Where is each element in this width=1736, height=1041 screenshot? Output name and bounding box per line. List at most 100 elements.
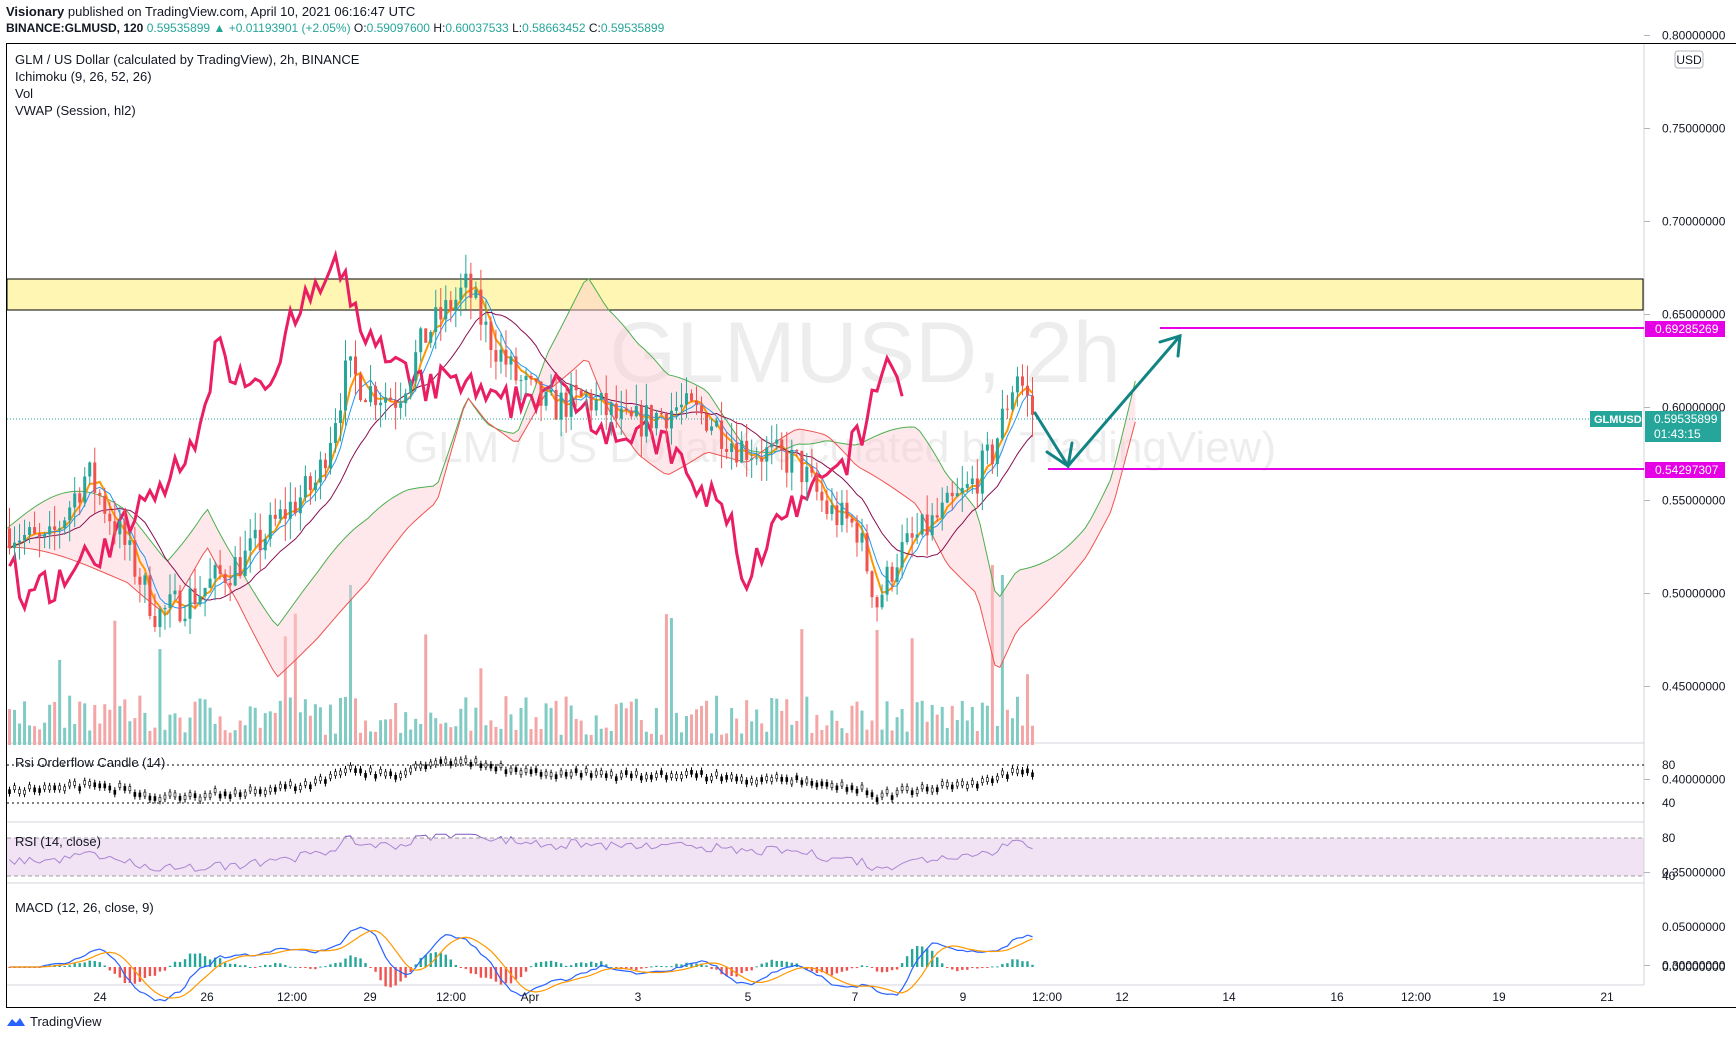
- macd-tick-label: 0.05000000: [1662, 920, 1726, 934]
- volume-bar: [1010, 718, 1014, 745]
- macd-histogram-bar: [559, 963, 563, 967]
- legend-macd[interactable]: MACD (12, 26, close, 9): [15, 900, 154, 915]
- volume-bar: [845, 733, 849, 745]
- low-value: 0.58663452: [522, 21, 586, 35]
- legend-vwap-text: VWAP (Session, hl2): [15, 103, 136, 118]
- rsi-orderflow-candle: [735, 776, 738, 782]
- volume-bar: [960, 700, 964, 745]
- candle-body: [725, 448, 729, 452]
- volume-bar: [494, 726, 498, 745]
- candle-body: [624, 408, 628, 411]
- volume-bar: [589, 734, 593, 745]
- candle-body: [639, 405, 643, 437]
- macd-histogram-bar: [304, 967, 307, 968]
- macd-histogram-bar: [213, 957, 217, 967]
- rsi-orderflow-candle: [665, 775, 668, 780]
- rsi-orderflow-candle: [138, 792, 142, 798]
- legend-rsi[interactable]: RSI (14, close): [15, 834, 101, 849]
- candle-body: [53, 526, 57, 530]
- volume-bar: [624, 708, 628, 745]
- rsi-orderflow-candle: [745, 779, 748, 785]
- rsi-orderflow-candle: [88, 781, 92, 786]
- macd-histogram-bar: [329, 964, 332, 967]
- chart-frame: [6, 43, 1736, 1008]
- rsi-orderflow-candle: [148, 795, 152, 801]
- legend-vol[interactable]: Vol: [15, 86, 33, 101]
- rsi-orderflow-candle: [504, 769, 508, 774]
- rsi-orderflow-candle: [650, 774, 653, 780]
- candle-body: [855, 522, 859, 543]
- macd-histogram-bar: [269, 965, 272, 967]
- time-tick-label: 19: [1492, 990, 1506, 1004]
- candle-body: [564, 392, 568, 417]
- candle-body: [399, 403, 403, 408]
- candle-body: [720, 420, 724, 449]
- macd-histogram-bar: [314, 967, 317, 970]
- macd-histogram-bar: [605, 964, 608, 967]
- legend-ichimoku[interactable]: Ichimoku (9, 26, 52, 26): [15, 69, 152, 84]
- candle-body: [865, 533, 869, 572]
- symbol-tag-label: GLMUSD: [1594, 414, 1642, 426]
- volume-bar: [910, 638, 914, 745]
- macd-histogram-bar: [569, 965, 573, 967]
- currency-badge[interactable]: [1674, 50, 1704, 69]
- volume-bar: [238, 720, 242, 745]
- volume-bar: [980, 702, 984, 745]
- candle-body: [43, 534, 47, 537]
- volume-bar: [389, 719, 393, 745]
- candle-body: [218, 565, 222, 574]
- macd-histogram-bar: [715, 967, 718, 970]
- candle-body: [1010, 392, 1014, 410]
- candle-body: [108, 513, 112, 522]
- volume-bar: [509, 714, 513, 745]
- candle-body: [333, 423, 337, 443]
- rsi-orderflow-candle: [604, 773, 608, 778]
- candle-body: [539, 381, 543, 406]
- volume-bar: [354, 698, 358, 745]
- footer-brand[interactable]: TradingView: [6, 1014, 102, 1029]
- macd-series: [8, 926, 1034, 1002]
- macd-histogram-bar: [289, 966, 292, 968]
- projection-arrow[interactable]: [1033, 333, 1182, 469]
- volume-bar: [985, 705, 989, 745]
- rsi-orderflow-candle: [464, 757, 468, 763]
- rsi-orderflow-candle: [429, 761, 433, 767]
- volume-bar: [303, 699, 307, 745]
- price-scale[interactable]: 0.950000000.900000000.850000000.80000000…: [1644, 0, 1726, 1041]
- candle-body: [439, 307, 443, 320]
- macd-histogram-bar: [740, 967, 743, 974]
- volume-bar: [940, 706, 944, 745]
- rsi-orderflow-candle: [960, 780, 964, 786]
- candle-body: [133, 540, 137, 577]
- volume-bar: [970, 706, 974, 745]
- rsi-orderflow-candle: [905, 786, 909, 791]
- macd-histogram-bar: [1006, 963, 1009, 967]
- rsi-orderflow-candle: [945, 782, 949, 787]
- rsi-orderflow-candle: [304, 780, 307, 786]
- candle-body: [303, 476, 307, 498]
- macd-histogram-bar: [73, 963, 76, 967]
- candle-body: [489, 321, 493, 351]
- rsi-orderflow-candle: [243, 791, 247, 797]
- rsi-orderflow-candle: [830, 783, 834, 788]
- legend-vwap[interactable]: VWAP (Session, hl2): [15, 103, 136, 118]
- volume-bar: [133, 718, 137, 745]
- symbol-tag: [1590, 411, 1642, 427]
- macd-histogram-bar: [1001, 964, 1004, 967]
- leading-span-b: [6, 359, 1136, 678]
- rsi-orderflow-candle: [434, 760, 438, 766]
- legend-macd-text: MACD (12, 26, close, 9): [15, 900, 154, 915]
- macd-histogram-bar: [996, 966, 999, 968]
- macd-histogram-bar: [951, 967, 954, 970]
- rsi-orderflow-candle: [329, 773, 332, 779]
- macd-histogram-bar: [860, 965, 864, 967]
- candle-body: [394, 400, 398, 408]
- resistance-zone[interactable]: [6, 278, 1644, 311]
- time-scale[interactable]: 24 26 12:00 29 12:00 Apr 3 5 7 9 12:00 12 14 16 12:00 1…: [93, 990, 1614, 1004]
- candle-body: [338, 410, 342, 424]
- volume-bar: [634, 698, 638, 745]
- volume-bar: [820, 729, 824, 745]
- author[interactable]: Visionary: [6, 4, 65, 19]
- legend-rsi-orderflow[interactable]: Rsi Orderflow Candle (14): [15, 755, 165, 770]
